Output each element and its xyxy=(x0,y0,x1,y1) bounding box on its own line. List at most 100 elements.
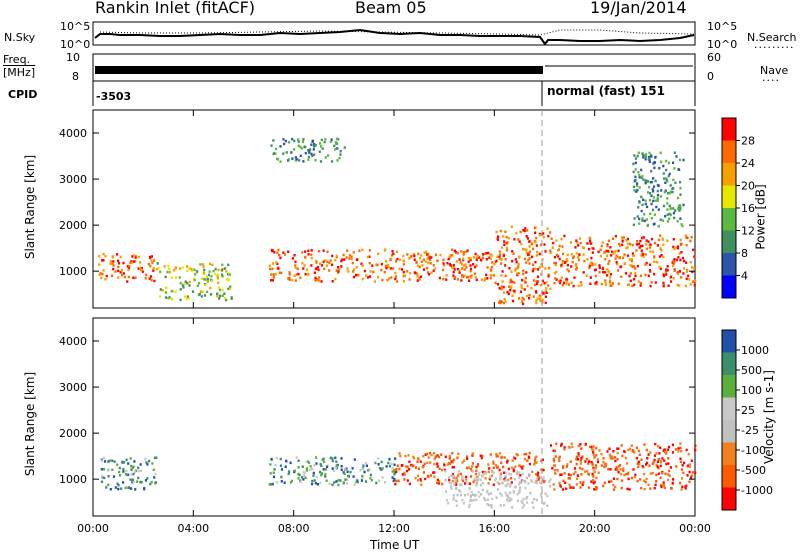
velocity-cell xyxy=(489,476,492,479)
power-cell xyxy=(229,285,232,289)
velocity-cell xyxy=(534,481,537,484)
velocity-cell xyxy=(450,460,453,463)
velocity-cell xyxy=(549,485,552,488)
velocity-cell xyxy=(622,469,625,473)
velocity-cell xyxy=(438,467,441,470)
velocity-cell xyxy=(688,470,691,474)
power-cell xyxy=(426,257,429,260)
velocity-cell xyxy=(469,494,472,497)
velocity-cell xyxy=(464,482,467,485)
velocity-cell xyxy=(655,480,658,483)
velocity-cell xyxy=(391,470,394,473)
power-cell xyxy=(567,283,570,286)
power-cell xyxy=(502,301,505,305)
power-cell xyxy=(609,279,612,282)
velocity-cell xyxy=(315,475,318,479)
power-cell xyxy=(117,276,120,279)
velocity-cell xyxy=(426,474,429,478)
power-cell xyxy=(98,254,101,258)
velocity-cell xyxy=(600,452,603,456)
velocity-cell xyxy=(428,451,432,455)
velocity-cell xyxy=(322,468,325,471)
power-cell xyxy=(632,170,635,174)
velocity-cell xyxy=(612,450,615,453)
power-cell xyxy=(330,138,333,141)
velocity-cell xyxy=(492,460,495,463)
power-cell xyxy=(649,263,652,266)
velocity-cell xyxy=(433,462,436,466)
power-cell xyxy=(555,278,558,281)
velocity-cell xyxy=(453,482,456,486)
power-cell xyxy=(339,153,342,156)
power-cell xyxy=(540,273,543,276)
power-cell xyxy=(276,251,279,254)
velocity-cell xyxy=(510,498,513,501)
power-cell xyxy=(195,270,199,273)
power-cell xyxy=(163,265,166,268)
velocity-cell xyxy=(139,469,142,472)
power-cell xyxy=(677,272,680,276)
velocity-cell xyxy=(630,444,633,447)
power-cell xyxy=(569,241,572,244)
velocity-cell xyxy=(629,447,632,451)
power-cell xyxy=(319,160,323,163)
velocity-cell xyxy=(661,457,664,460)
power-cell xyxy=(395,250,399,253)
velocity-cell xyxy=(585,457,588,461)
velocity-cell xyxy=(544,492,547,495)
power-cell xyxy=(186,269,189,273)
velocity-cell xyxy=(630,476,633,480)
power-cell xyxy=(535,236,538,240)
velocity-cell xyxy=(636,462,639,465)
colorbar-swatch xyxy=(722,397,736,420)
power-cell xyxy=(655,205,658,209)
power-cell xyxy=(469,267,473,271)
power-cell xyxy=(174,290,177,294)
power-cell xyxy=(310,264,313,267)
power-cell xyxy=(588,266,591,270)
power-cell xyxy=(507,236,510,240)
power-cell xyxy=(466,275,470,279)
power-cell xyxy=(614,257,617,260)
power-cell xyxy=(653,272,656,276)
velocity-cell xyxy=(364,480,368,483)
velocity-cell xyxy=(614,485,617,489)
velocity-cell xyxy=(469,495,472,499)
power-cell xyxy=(531,255,534,259)
velocity-cell xyxy=(139,480,142,484)
power-cell xyxy=(638,186,641,189)
velocity-cell xyxy=(399,454,402,458)
power-cell xyxy=(526,237,529,240)
power-cell xyxy=(691,270,694,274)
velocity-cell xyxy=(557,457,561,460)
power-cell xyxy=(669,213,672,217)
power-cell xyxy=(475,256,478,260)
velocity-cell xyxy=(605,462,608,466)
velocity-cell xyxy=(426,452,429,456)
power-cell xyxy=(659,195,662,198)
colorbar-tick-label: -500 xyxy=(741,464,766,477)
power-cell xyxy=(570,281,573,284)
power-cell xyxy=(492,274,496,277)
power-cell xyxy=(203,294,207,297)
velocity-cell xyxy=(655,463,658,467)
power-cell xyxy=(98,273,101,276)
velocity-cell xyxy=(688,465,691,468)
power-cell xyxy=(520,284,523,287)
velocity-cell xyxy=(452,496,455,500)
velocity-cell xyxy=(290,479,293,483)
velocity-cell xyxy=(364,462,368,465)
power-cell xyxy=(650,217,653,220)
power-cell xyxy=(209,293,213,296)
velocity-cell xyxy=(675,465,678,468)
power-cell xyxy=(394,271,397,275)
velocity-cell xyxy=(590,480,593,483)
power-cell xyxy=(641,175,644,178)
power-cell xyxy=(277,267,280,270)
velocity-cell xyxy=(287,472,290,476)
power-cell xyxy=(388,277,391,280)
power-cell xyxy=(589,276,592,279)
power-cell xyxy=(541,298,544,301)
velocity-cell xyxy=(654,483,657,486)
power-cell xyxy=(513,281,516,284)
